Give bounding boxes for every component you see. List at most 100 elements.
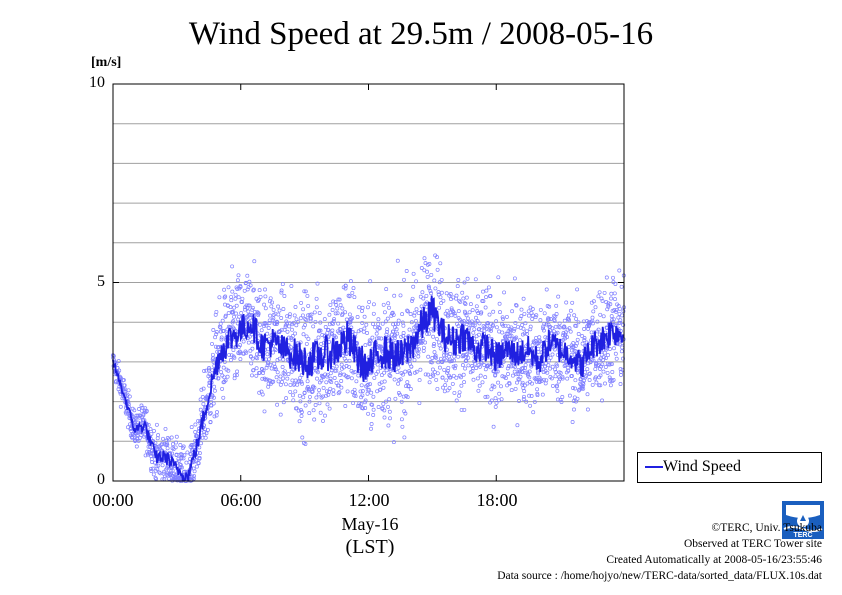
data-point bbox=[222, 287, 227, 292]
data-point bbox=[263, 294, 268, 299]
data-point bbox=[480, 380, 485, 385]
data-point bbox=[437, 343, 442, 348]
data-point bbox=[218, 325, 223, 330]
data-point bbox=[299, 379, 304, 384]
data-point bbox=[461, 372, 466, 377]
data-point bbox=[620, 345, 625, 350]
data-point bbox=[360, 305, 365, 310]
data-point bbox=[507, 381, 512, 386]
data-point bbox=[387, 373, 392, 377]
data-point bbox=[363, 398, 368, 403]
data-point bbox=[333, 300, 338, 305]
data-point bbox=[364, 322, 369, 327]
data-point bbox=[283, 382, 288, 387]
data-point bbox=[582, 338, 587, 343]
data-point bbox=[388, 374, 393, 378]
data-point bbox=[331, 388, 336, 393]
data-point bbox=[564, 300, 569, 305]
data-point bbox=[420, 290, 425, 295]
data-point bbox=[244, 350, 249, 355]
data-point bbox=[599, 352, 604, 357]
data-point bbox=[184, 460, 189, 465]
data-point bbox=[582, 378, 586, 383]
data-point bbox=[349, 317, 354, 322]
data-point bbox=[214, 309, 219, 314]
data-point bbox=[425, 269, 429, 274]
data-point bbox=[550, 364, 555, 369]
data-point bbox=[527, 375, 532, 380]
data-point bbox=[316, 392, 321, 397]
data-point bbox=[536, 371, 541, 376]
data-point bbox=[515, 380, 519, 385]
data-point bbox=[576, 320, 581, 325]
data-point bbox=[395, 258, 400, 263]
data-point bbox=[418, 367, 423, 372]
data-point bbox=[388, 416, 392, 421]
data-point bbox=[590, 315, 595, 320]
data-point bbox=[232, 305, 237, 310]
data-point bbox=[609, 296, 614, 301]
data-point bbox=[433, 353, 438, 358]
data-point bbox=[279, 290, 284, 295]
data-point bbox=[239, 311, 244, 315]
data-point bbox=[493, 372, 498, 377]
data-point bbox=[580, 341, 585, 346]
data-point bbox=[618, 318, 623, 323]
data-point bbox=[503, 323, 508, 328]
data-point bbox=[353, 394, 358, 399]
data-point bbox=[465, 320, 470, 325]
data-point bbox=[520, 380, 525, 385]
data-point bbox=[324, 380, 329, 385]
data-point bbox=[304, 318, 309, 322]
data-point bbox=[178, 443, 183, 447]
data-point bbox=[416, 354, 421, 359]
data-point bbox=[545, 370, 550, 375]
data-point bbox=[479, 360, 484, 365]
data-point bbox=[304, 341, 309, 346]
data-point bbox=[520, 323, 525, 327]
data-point bbox=[422, 256, 427, 261]
data-point bbox=[218, 321, 223, 326]
data-point bbox=[321, 385, 326, 390]
data-point bbox=[255, 356, 260, 361]
data-point bbox=[466, 355, 471, 360]
data-point bbox=[174, 434, 179, 439]
data-point bbox=[449, 306, 454, 311]
data-point bbox=[494, 400, 499, 405]
data-point bbox=[247, 303, 252, 308]
data-point bbox=[566, 368, 571, 373]
data-point bbox=[334, 368, 339, 373]
data-point bbox=[597, 383, 601, 388]
data-point bbox=[306, 303, 311, 308]
data-point bbox=[398, 377, 403, 382]
data-point bbox=[530, 307, 535, 311]
data-point bbox=[451, 373, 456, 378]
data-point bbox=[400, 424, 405, 429]
data-point bbox=[621, 356, 625, 361]
data-point bbox=[377, 325, 381, 330]
data-point bbox=[333, 335, 338, 340]
data-point bbox=[366, 387, 371, 392]
data-point bbox=[205, 427, 210, 432]
data-point bbox=[173, 445, 178, 450]
data-point bbox=[512, 369, 517, 374]
data-point bbox=[538, 307, 543, 312]
data-point bbox=[401, 333, 406, 338]
data-point bbox=[537, 378, 542, 383]
data-point bbox=[408, 387, 413, 391]
data-point bbox=[374, 331, 379, 336]
data-point bbox=[430, 367, 435, 372]
data-point bbox=[606, 301, 611, 306]
data-point bbox=[314, 305, 319, 310]
data-point bbox=[450, 381, 455, 386]
data-point bbox=[369, 426, 373, 431]
data-point bbox=[344, 352, 349, 356]
data-point bbox=[450, 359, 454, 364]
data-point bbox=[375, 362, 380, 367]
data-point bbox=[282, 369, 287, 374]
data-point bbox=[573, 349, 578, 354]
data-point bbox=[417, 347, 421, 352]
data-point bbox=[491, 309, 496, 314]
data-point bbox=[464, 322, 469, 327]
data-point bbox=[574, 316, 579, 321]
